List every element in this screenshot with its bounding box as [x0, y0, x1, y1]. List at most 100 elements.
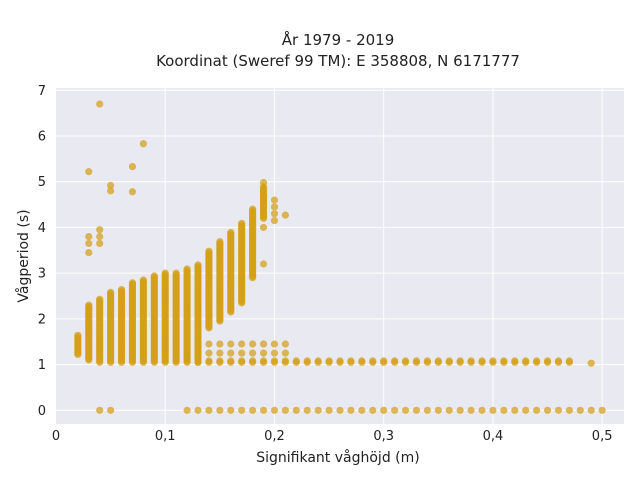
data-point [96, 226, 104, 234]
data-point [401, 358, 410, 366]
data-point [227, 358, 235, 366]
data-point [445, 406, 453, 414]
data-point [369, 406, 377, 414]
data-point [281, 349, 289, 357]
data-point [423, 358, 431, 366]
data-point [347, 358, 355, 366]
data-point [216, 406, 224, 414]
data-point [128, 188, 137, 196]
data-point [270, 340, 279, 348]
data-point [270, 349, 279, 357]
data-point [314, 358, 322, 366]
data-point [128, 279, 137, 287]
data-point [336, 358, 344, 366]
tick-labels: 0 0,1 0,2 0,3 0,4 0,5 0 1 2 3 4 5 6 7 [38, 84, 613, 444]
data-point [391, 358, 399, 366]
data-point [205, 358, 213, 366]
data-point [281, 211, 289, 219]
data-point [565, 358, 573, 366]
data-point [576, 406, 584, 414]
data-point [554, 406, 563, 414]
data-point [369, 358, 377, 366]
data-point [194, 406, 202, 414]
y-tick-label: 0 [38, 404, 46, 419]
x-tick-label: 0 [52, 429, 60, 444]
x-tick-label: 0,2 [264, 429, 285, 444]
y-tick-label: 2 [38, 312, 46, 327]
data-point [445, 358, 453, 366]
data-point [216, 358, 224, 366]
data-point [259, 349, 268, 357]
data-point [598, 406, 606, 414]
x-axis-label: Signifikant våghöjd (m) [256, 449, 419, 466]
data-point [216, 238, 224, 246]
data-point [194, 358, 202, 366]
x-tick-label: 0,5 [592, 429, 613, 444]
data-point [522, 358, 530, 366]
data-point [238, 406, 246, 414]
data-point [259, 340, 268, 348]
data-point [489, 406, 497, 414]
data-point [303, 406, 311, 414]
data-point [259, 179, 268, 187]
data-point [401, 406, 410, 414]
data-point [238, 340, 246, 348]
data-point [358, 358, 366, 366]
data-point [467, 358, 475, 366]
data-point [358, 406, 366, 414]
chart-title-line2: Koordinat (Sweref 99 TM): E 358808, N 61… [156, 52, 520, 70]
data-point [314, 406, 322, 414]
data-point [565, 406, 573, 414]
data-point [467, 406, 475, 414]
data-point [205, 340, 213, 348]
data-point [259, 223, 268, 232]
data-point [543, 358, 552, 366]
data-point [325, 358, 333, 366]
y-tick-label: 1 [38, 358, 46, 373]
data-point [587, 406, 595, 414]
data-point [554, 358, 563, 366]
data-point [292, 358, 300, 366]
data-point [380, 358, 388, 366]
data-point [85, 168, 93, 176]
y-axis-label: Vågperiod (s) [15, 209, 32, 302]
chart-title-line1: År 1979 - 2019 [282, 30, 395, 49]
plot-area [56, 88, 624, 424]
data-point [107, 181, 115, 189]
data-point [172, 269, 180, 277]
data-point [533, 406, 541, 414]
data-point [96, 239, 104, 248]
data-point [249, 205, 257, 213]
data-point [205, 247, 213, 255]
data-point [96, 100, 104, 108]
data-point [522, 406, 530, 414]
data-point [478, 406, 486, 414]
data-point [511, 406, 519, 414]
data-point [270, 210, 279, 218]
data-point [249, 349, 257, 357]
data-point [423, 406, 431, 414]
data-point [270, 358, 279, 366]
data-point [325, 406, 333, 414]
data-point [281, 406, 289, 414]
data-point [249, 406, 257, 414]
data-point [303, 358, 311, 366]
data-point [139, 140, 147, 148]
data-point [96, 295, 104, 303]
data-point [391, 406, 399, 414]
data-point [292, 406, 300, 414]
data-point [85, 248, 93, 257]
data-point [227, 340, 235, 348]
data-point [205, 349, 213, 357]
data-point [183, 265, 191, 273]
data-point [107, 406, 115, 414]
data-point [587, 359, 595, 367]
data-point [434, 358, 442, 366]
data-point [270, 203, 279, 211]
data-point [270, 196, 279, 204]
data-point [238, 219, 246, 227]
data-point [270, 216, 279, 225]
data-point [259, 406, 268, 414]
